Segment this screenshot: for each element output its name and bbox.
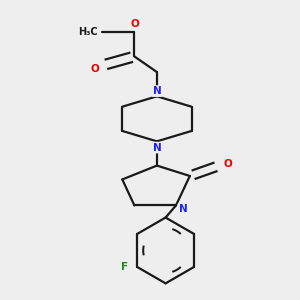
Text: N: N — [153, 86, 161, 96]
Text: O: O — [224, 159, 232, 169]
Text: N: N — [178, 204, 187, 214]
Text: O: O — [130, 19, 139, 28]
Text: H₃C: H₃C — [78, 27, 98, 37]
Text: N: N — [153, 142, 161, 153]
Text: O: O — [90, 64, 99, 74]
Text: F: F — [122, 262, 128, 272]
